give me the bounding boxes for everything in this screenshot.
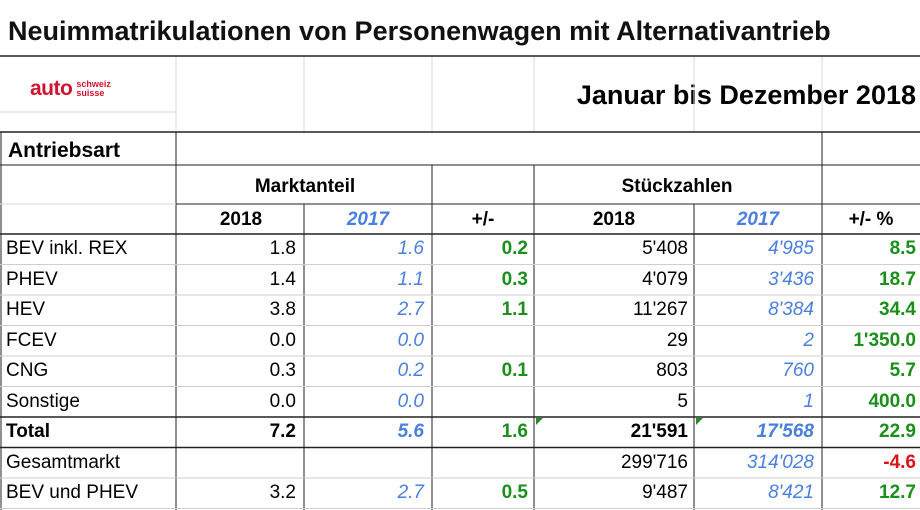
cell-u-2017: 2 [803, 329, 814, 351]
column-header-ms-2018: 2018 [219, 209, 263, 230]
cell-ms-2017: 5.6 [397, 421, 424, 442]
row-label: FCEV [6, 329, 57, 351]
row-label: PHEV [6, 268, 58, 290]
cell-u-diff: 1'350.0 [853, 329, 916, 351]
row-label: BEV inkl. REX [6, 238, 128, 259]
cell-u-diff: -4.6 [883, 451, 916, 473]
cell-ms-2018: 0.3 [269, 360, 296, 381]
row-label: Total [6, 421, 50, 442]
cell-u-2018: 299'716 [620, 451, 688, 473]
cell-u-2018: 5'408 [642, 238, 688, 259]
cell-ms-diff: 1.6 [501, 421, 528, 442]
cell-ms-2018: 3.8 [269, 299, 296, 320]
cell-u-2018: 29 [666, 329, 688, 351]
row-label: CNG [6, 360, 49, 381]
cell-u-diff: 34.4 [879, 299, 916, 320]
column-header-u-diff: +/- % [848, 209, 894, 230]
cell-ms-2017: 2.7 [397, 299, 424, 320]
cell-u-2018: 5 [677, 390, 688, 412]
cell-ms-2017: 1.6 [397, 238, 424, 259]
cell-u-diff: 5.7 [889, 360, 916, 381]
cell-u-2017: 8'384 [768, 299, 814, 320]
cell-u-2018: 9'487 [642, 482, 688, 503]
cell-u-2017: 760 [782, 360, 814, 381]
row-label: Gesamtmarkt [6, 451, 121, 473]
cell-u-2017: 4'985 [768, 238, 814, 259]
logo-wordmark: auto [30, 77, 73, 100]
cell-ms-2018: 7.2 [269, 421, 296, 442]
cell-u-2017: 1 [803, 390, 814, 412]
cell-comment-marker [536, 418, 543, 425]
cell-u-2018: 11'267 [632, 299, 688, 320]
row-label: BEV und PHEV [6, 482, 139, 503]
cell-u-diff: 8.5 [889, 238, 916, 259]
period-heading: Januar bis Dezember 2018 [576, 80, 916, 110]
cell-comment-marker [696, 418, 703, 425]
cell-u-diff: 18.7 [879, 268, 916, 290]
row-label: HEV [6, 299, 46, 320]
auto-schweiz-logo: auto schweiz suisse [30, 77, 111, 101]
cell-u-2017: 8'421 [768, 482, 814, 503]
group-header-market-share: Marktanteil [254, 176, 356, 197]
cell-u-2017: 17'568 [756, 421, 814, 442]
cell-u-diff: 12.7 [879, 482, 916, 503]
cell-ms-2017: 0.0 [397, 329, 424, 351]
section-label: Antriebsart [8, 139, 121, 162]
cell-ms-diff: 0.2 [501, 238, 528, 259]
cell-ms-2018: 1.8 [269, 238, 296, 259]
cell-ms-diff: 1.1 [501, 299, 528, 320]
cell-ms-diff: 0.3 [501, 268, 528, 290]
logo-subtext: schweiz suisse [76, 79, 111, 98]
cell-u-2018: 803 [656, 360, 688, 381]
cell-u-2017: 314'028 [746, 451, 814, 473]
cell-u-diff: 400.0 [868, 390, 916, 412]
group-header-units: Stückzahlen [621, 176, 733, 197]
cell-ms-2018: 1.4 [269, 268, 296, 290]
cell-ms-2018: 0.0 [269, 329, 296, 351]
cell-u-2017: 3'436 [768, 268, 814, 290]
cell-ms-diff: 0.5 [501, 482, 528, 503]
cell-ms-diff: 0.1 [501, 360, 528, 381]
cell-ms-2018: 0.0 [269, 390, 296, 412]
report-title: Neuimmatrikulationen von Personenwagen m… [8, 16, 831, 46]
row-label: Sonstige [6, 390, 80, 412]
column-header-ms-diff: +/- [471, 209, 495, 230]
cell-ms-2017: 0.0 [397, 390, 424, 412]
column-header-u-2017: 2017 [736, 209, 780, 230]
cell-ms-2018: 3.2 [269, 482, 296, 503]
cell-ms-2017: 2.7 [397, 482, 424, 503]
cell-u-2018: 21'591 [630, 421, 688, 442]
column-header-ms-2017: 2017 [346, 209, 390, 230]
cell-ms-2017: 1.1 [397, 268, 424, 290]
column-header-u-2018: 2018 [592, 209, 636, 230]
cell-u-2018: 4'079 [642, 268, 688, 290]
cell-u-diff: 22.9 [879, 421, 916, 442]
cell-ms-2017: 0.2 [397, 360, 424, 381]
